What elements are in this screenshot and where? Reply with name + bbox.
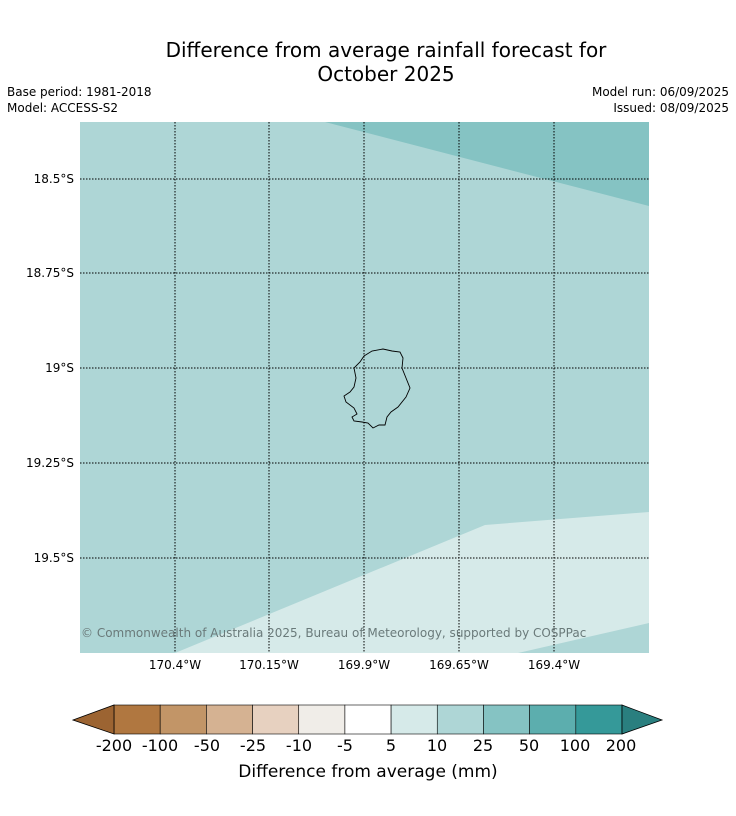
- lat-label-19-5: 19.5°S: [33, 551, 74, 565]
- island-outline: [343, 348, 411, 429]
- lat-label-18-5: 18.5°S: [33, 172, 74, 186]
- lon-label-170-4: 170.4°W: [148, 658, 202, 672]
- copyright-text: © Commonwealth of Australia 2025, Bureau…: [81, 626, 587, 640]
- lon-label-169-9: 169.9°W: [337, 658, 391, 672]
- colorbar-tick-11: 100: [559, 736, 591, 755]
- colorbar-tick-5: -10: [285, 736, 313, 755]
- colorbar-under-arrow: [72, 704, 115, 735]
- colorbar-tick-6: -5: [337, 736, 353, 755]
- colorbar: [72, 704, 664, 735]
- base-period: Base period: 1981-2018: [7, 85, 152, 99]
- colorbar-tick-2: -100: [141, 736, 179, 755]
- colorbar-tick-9: 25: [472, 736, 494, 755]
- region-50-100: [325, 122, 649, 206]
- lon-label-170-15: 170.15°W: [239, 658, 299, 672]
- title-line-1: Difference from average rainfall forecas…: [165, 38, 607, 62]
- lat-label-19: 19°S: [45, 361, 74, 375]
- issued-date: Issued: 08/09/2025: [613, 101, 729, 115]
- lat-label-18-75: 18.75°S: [26, 266, 74, 280]
- colorbar-cell-5: [298, 704, 346, 735]
- colorbar-tick-10: 50: [518, 736, 540, 755]
- colorbar-tick-12: 200: [605, 736, 637, 755]
- colorbar-cell-9: [483, 704, 530, 735]
- lat-label-19-25: 19.25°S: [26, 456, 74, 470]
- colorbar-cell-6: [344, 704, 392, 735]
- meta-right: Model run: 06/09/2025 Issued: 08/09/2025: [592, 84, 729, 116]
- colorbar-cell-10: [529, 704, 577, 735]
- colorbar-cell-4: [252, 704, 300, 735]
- region-10-25: [175, 512, 649, 653]
- colorbar-tick-3: -50: [193, 736, 221, 755]
- chart-title: Difference from average rainfall forecas…: [0, 38, 736, 86]
- graticule: [80, 122, 649, 653]
- colorbar-cell-11: [575, 704, 623, 735]
- colorbar-cell-8: [436, 704, 484, 735]
- model-run: Model run: 06/09/2025: [591, 85, 729, 99]
- colorbar-title: Difference from average (mm): [238, 762, 498, 782]
- lon-label-169-65: 169.65°W: [429, 658, 489, 672]
- colorbar-tick-4: -25: [239, 736, 267, 755]
- colorbar-over-arrow: [621, 704, 664, 735]
- colorbar-tick-7: 5: [385, 736, 397, 755]
- title-line-2: October 2025: [317, 62, 455, 86]
- colorbar-cell-1: [113, 704, 161, 735]
- colorbar-cell-2: [159, 704, 207, 735]
- colorbar-cell-7: [390, 704, 438, 735]
- lon-label-169-4: 169.4°W: [527, 658, 581, 672]
- colorbar-tick-8: 10: [426, 736, 448, 755]
- colorbar-tick-1: -200: [95, 736, 133, 755]
- colorbar-cell-3: [206, 704, 253, 735]
- model-name: Model: ACCESS-S2: [7, 101, 119, 115]
- rainfall-map: [80, 122, 649, 653]
- meta-left: Base period: 1981-2018 Model: ACCESS-S2: [7, 84, 152, 116]
- colorbar-cells: [113, 704, 623, 735]
